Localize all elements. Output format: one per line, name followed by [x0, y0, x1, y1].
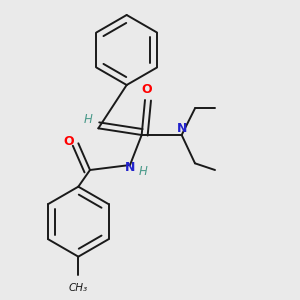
Text: H: H	[83, 113, 92, 127]
Text: H: H	[139, 165, 148, 178]
Text: N: N	[176, 122, 187, 136]
Text: N: N	[125, 161, 135, 174]
Text: CH₃: CH₃	[69, 283, 88, 293]
Text: O: O	[141, 83, 152, 97]
Text: O: O	[63, 135, 74, 148]
